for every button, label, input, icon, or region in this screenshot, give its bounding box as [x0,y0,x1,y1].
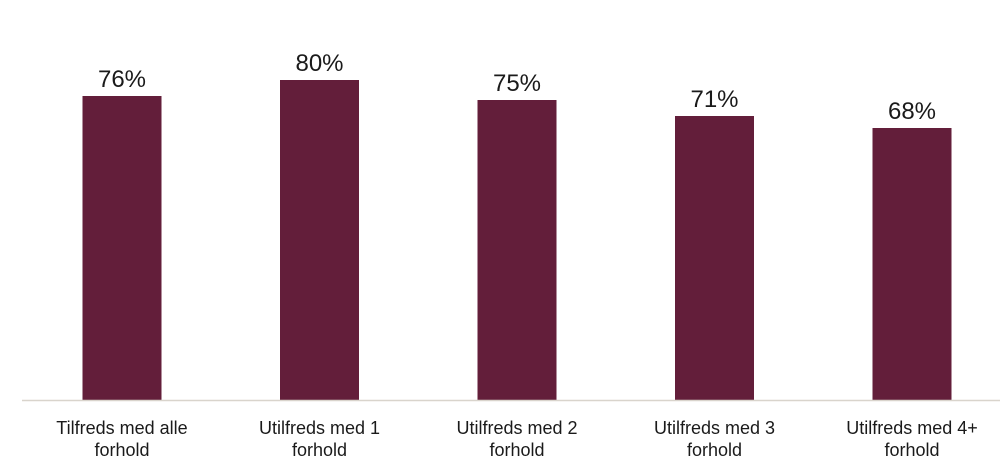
category-label-line: forhold [489,440,544,460]
category-label-line: forhold [94,440,149,460]
value-labels-group: 76% 80% 75% 71% 68% [98,50,936,125]
value-label-1: 76% [98,66,146,93]
category-label-line: Utilfreds med 3 [654,418,775,438]
category-label-2: Utilfreds med 1 forhold [259,418,380,460]
category-label-line: Utilfreds med 1 [259,418,380,438]
bar-4 [675,116,754,400]
bar-2 [280,80,359,400]
category-label-3: Utilfreds med 2 forhold [456,418,577,460]
bar-3 [477,100,557,400]
bar-5 [872,128,952,400]
bars-group [82,80,952,400]
value-label-5: 68% [888,98,936,125]
category-label-line: Tilfreds med alle [56,418,187,438]
value-label-2: 80% [295,50,343,77]
category-label-line: Utilfreds med 2 [456,418,577,438]
category-label-5: Utilfreds med 4+ forhold [846,418,978,460]
bar-1 [82,96,162,400]
category-label-1: Tilfreds med alle forhold [56,418,187,460]
category-label-line: forhold [687,440,742,460]
category-label-line: Utilfreds med 4+ [846,418,978,438]
value-label-4: 71% [690,86,738,113]
category-label-4: Utilfreds med 3 forhold [654,418,775,460]
category-label-line: forhold [884,440,939,460]
category-label-line: forhold [292,440,347,460]
value-label-3: 75% [493,70,541,97]
